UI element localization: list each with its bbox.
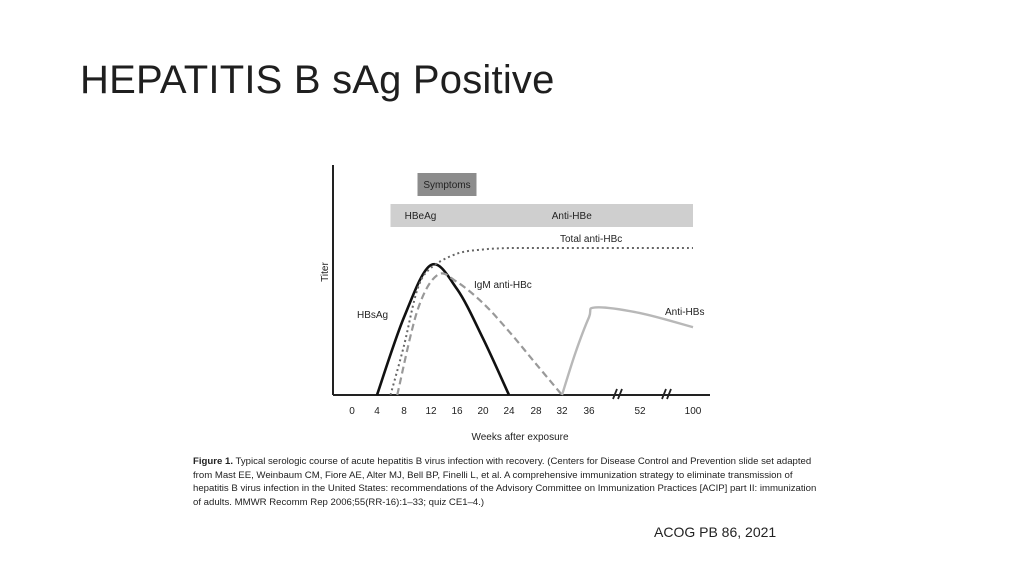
band-group: Symptoms HBeAg Anti-HBe [390,173,693,227]
x-tick-label: 4 [374,406,380,417]
x-tick-label: 16 [451,406,463,417]
series-line-hbsag [375,262,511,396]
series-label: Anti-HBs [665,307,704,318]
caption-label: Figure 1. [193,456,233,467]
y-axis-label: Titer [320,262,331,282]
x-tick-label: 20 [477,406,489,417]
x-tick-label: 24 [503,406,515,417]
slide-title: HEPATITIS B sAg Positive [80,58,555,102]
band-label: Anti-HBe [552,211,592,222]
series-line-anti-hbs [560,306,694,396]
axes-group: Titer Weeks after exposure [320,165,710,443]
x-tick-label: 32 [556,406,568,417]
caption-text: Typical serologic course of acute hepati… [193,456,817,508]
band-anti-hbe [450,204,693,227]
figure-caption: Figure 1. Typical serologic course of ac… [193,455,823,509]
series-label: Total anti-HBc [560,234,622,245]
x-tick-label: 8 [401,406,407,417]
x-tick-label: 100 [685,406,702,417]
x-axis-label: Weeks after exposure [471,432,569,443]
source-citation: ACOG PB 86, 2021 [654,524,777,540]
band-label: Symptoms [423,180,470,191]
axis-break-2 [661,388,672,400]
band-label: HBeAg [405,211,437,222]
axis-break-1 [612,388,623,400]
series-label: HBsAg [357,310,388,321]
tick-group: 0 4 8 12 16 20 24 28 32 36 52 100 [349,406,702,417]
series-group [375,246,694,396]
band-hbeag [390,204,451,227]
series-label: IgM anti-HBc [474,280,532,291]
band-symptoms [417,173,477,196]
x-tick-label: 36 [583,406,595,417]
series-line-total-anti-hbc [389,246,693,396]
x-tick-label: 12 [425,406,437,417]
x-tick-label: 28 [530,406,542,417]
series-line-igm-anti-hbc [396,272,563,396]
series-label-group: HBsAg IgM anti-HBc Total anti-HBc Anti-HBs [357,234,704,321]
x-tick-label: 0 [349,406,355,417]
x-tick-label: 52 [634,406,646,417]
